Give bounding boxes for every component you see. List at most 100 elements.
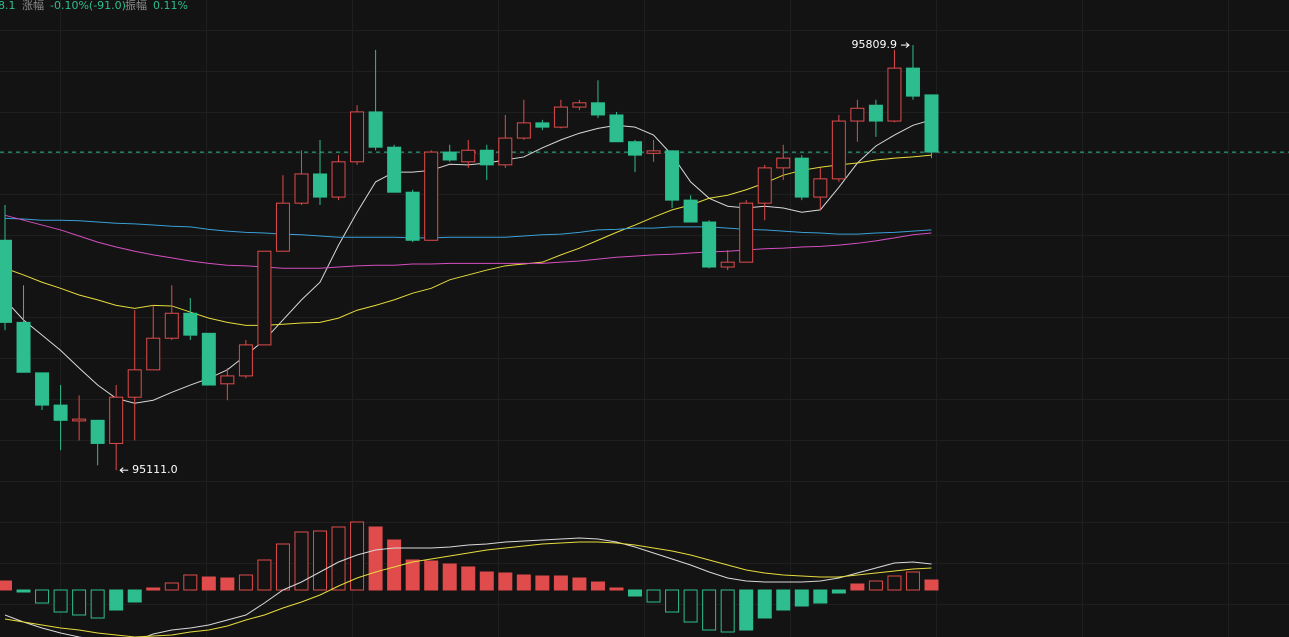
candle-body — [53, 404, 68, 421]
candle-body — [665, 150, 680, 201]
candle-body — [257, 250, 272, 346]
macd-bar — [294, 531, 309, 591]
candle-body — [702, 221, 717, 268]
macd-bar — [275, 543, 290, 591]
moving-average-line — [4, 214, 932, 269]
info-value: 0.11% — [153, 0, 188, 12]
candle-body — [146, 337, 161, 371]
macd-bar — [331, 526, 346, 591]
candle-body — [757, 167, 772, 204]
arrow-head — [905, 42, 910, 48]
macd-bar — [90, 589, 105, 619]
macd-bar — [702, 589, 717, 631]
macd-bar — [924, 579, 939, 591]
macd-bar — [442, 563, 457, 591]
macd-bar — [553, 575, 568, 591]
candle-body — [831, 120, 846, 180]
candle-body — [905, 67, 920, 97]
candle-body — [868, 104, 883, 122]
candle-body — [331, 161, 346, 198]
macd-bar — [238, 574, 253, 591]
candle-body — [201, 332, 216, 386]
macd-bar — [72, 589, 87, 616]
candle-body — [294, 173, 309, 204]
candle-body — [350, 111, 365, 163]
candle-body — [220, 375, 235, 385]
candle-body — [424, 151, 439, 241]
candle-body — [646, 150, 661, 154]
candle-body — [498, 137, 513, 166]
candle-body — [683, 199, 698, 223]
candle-body — [535, 122, 550, 128]
macd-bar — [683, 589, 698, 623]
macd-bar — [183, 574, 198, 591]
candle-body — [127, 369, 142, 398]
candle-body — [90, 419, 105, 444]
macd-bar — [146, 587, 161, 591]
candle-body — [739, 202, 754, 263]
macd-bar — [350, 521, 365, 591]
candle-body — [813, 178, 828, 198]
info-label: 涨幅 — [22, 0, 44, 12]
macd-bar — [905, 571, 920, 591]
candle-body — [0, 239, 12, 323]
macd-bar — [405, 559, 420, 591]
macd-bar — [868, 580, 883, 591]
high-label: 95809.9 — [851, 38, 897, 51]
macd-bar — [313, 530, 328, 591]
macd-bar — [850, 583, 865, 591]
macd-bar — [609, 587, 624, 591]
macd-bar — [220, 577, 235, 591]
macd-bar — [257, 559, 272, 591]
candle-body — [109, 396, 124, 444]
macd-bar — [739, 589, 754, 631]
macd-bar — [164, 582, 179, 591]
macd-bar — [757, 589, 772, 619]
macd-bar — [53, 589, 68, 613]
candle-body — [590, 102, 605, 116]
candle-body — [609, 114, 624, 143]
macd-bar — [127, 589, 142, 603]
macd-bar — [665, 589, 680, 613]
macd-bar — [887, 575, 902, 591]
macd-bar — [498, 572, 513, 591]
candle-body — [776, 157, 791, 169]
candle-body — [368, 111, 383, 148]
macd-bar — [424, 560, 439, 591]
candle-body — [35, 372, 50, 406]
candle-body — [275, 202, 290, 252]
candle-body — [850, 107, 865, 122]
macd-bar — [646, 589, 661, 603]
macd-bar — [461, 566, 476, 591]
macd-bar — [720, 589, 735, 633]
macd-line — [4, 541, 932, 637]
candle-body — [405, 191, 420, 241]
candle-body — [720, 261, 735, 268]
macd-bar — [590, 581, 605, 591]
macd-bar — [516, 574, 531, 591]
candle-body — [628, 141, 643, 156]
info-label: 振幅 — [125, 0, 147, 12]
macd-bar — [35, 589, 50, 604]
moving-average-line — [4, 154, 932, 326]
candle-body — [924, 94, 939, 153]
candle-body — [72, 418, 87, 422]
macd-bar — [628, 589, 643, 597]
macd-line — [4, 537, 932, 637]
macd-bar — [368, 526, 383, 591]
info-value: -0.10%(-91.0) — [50, 0, 126, 12]
macd-bar — [813, 589, 828, 604]
macd-bar — [776, 589, 791, 611]
candle-body — [553, 106, 568, 128]
low-label: 95111.0 — [132, 463, 178, 476]
candle-body — [183, 312, 198, 336]
candle-body — [887, 67, 902, 122]
macd-bar — [535, 575, 550, 591]
macd-bar — [794, 589, 809, 607]
macd-bar — [201, 576, 216, 591]
candle-body — [164, 312, 179, 339]
arrow-head — [119, 467, 124, 474]
